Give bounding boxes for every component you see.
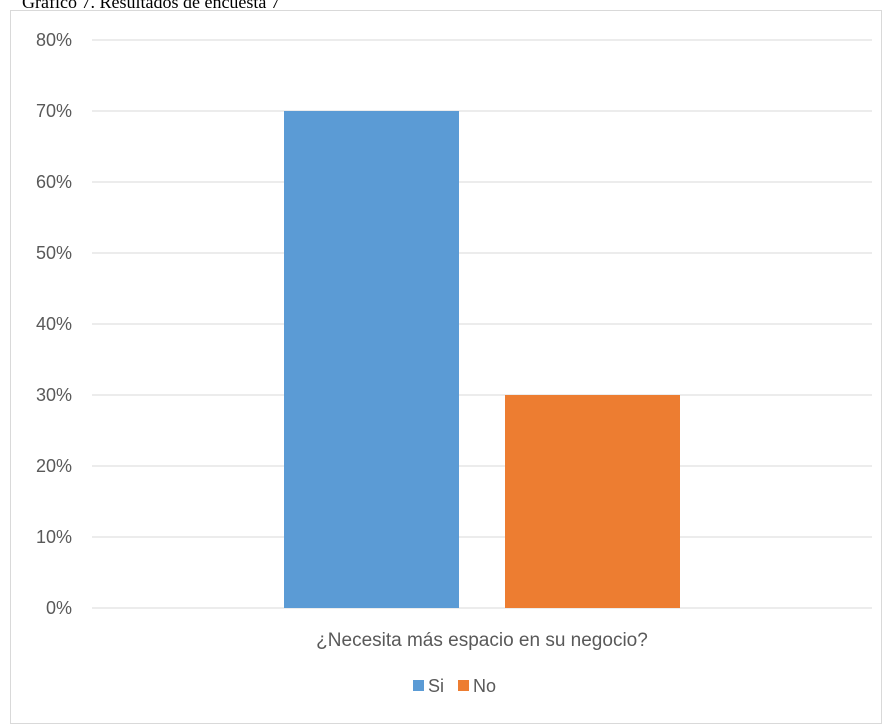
bars [284, 111, 680, 608]
bar-no [505, 395, 680, 608]
y-axis-ticks: 0% 10% 20% 30% 40% 50% 60% 70% 80% [36, 30, 72, 618]
legend-swatch-no [458, 680, 469, 691]
y-tick-label: 70% [36, 101, 72, 121]
legend: Si No [413, 676, 496, 696]
legend-label-no: No [473, 676, 496, 696]
bar-si [284, 111, 459, 608]
y-tick-label: 40% [36, 314, 72, 334]
y-tick-label: 80% [36, 30, 72, 50]
chart-caption: Gráfico 7. Resultados de encuesta 7 [22, 0, 280, 12]
y-tick-label: 10% [36, 527, 72, 547]
y-tick-label: 50% [36, 243, 72, 263]
gridlines [92, 39, 872, 609]
legend-swatch-si [413, 680, 424, 691]
y-tick-label: 20% [36, 456, 72, 476]
y-tick-label: 0% [46, 598, 72, 618]
y-tick-label: 60% [36, 172, 72, 192]
y-tick-label: 30% [36, 385, 72, 405]
x-axis-label: ¿Necesita más espacio en su negocio? [316, 630, 648, 651]
legend-label-si: Si [428, 676, 444, 696]
